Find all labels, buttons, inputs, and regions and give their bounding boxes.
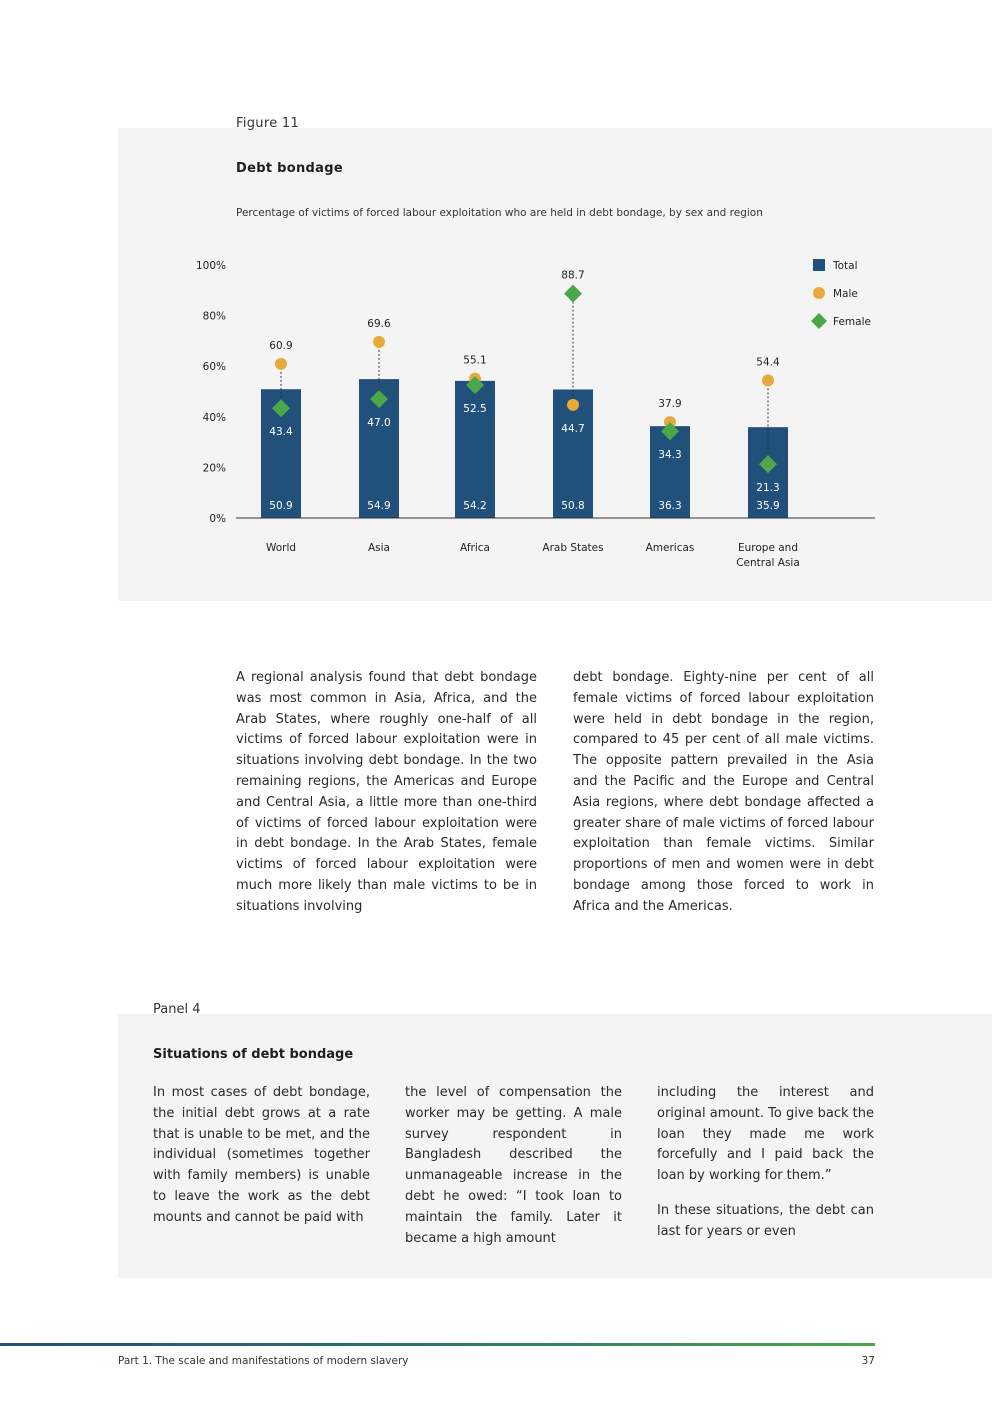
panel-text-column-1: In most cases of debt bondage, the initi… — [153, 1083, 370, 1229]
category-label: Central Asia — [736, 557, 800, 569]
page-number: 37 — [861, 1355, 875, 1367]
panel-text-column-2: the level of compensation the worker may… — [405, 1083, 622, 1249]
total-value-label: 54.2 — [463, 500, 486, 512]
legend-male-swatch — [813, 287, 825, 299]
y-tick-label: 20% — [203, 462, 226, 474]
figure-background — [118, 128, 992, 601]
category-label: World — [266, 542, 296, 554]
female-marker — [759, 455, 777, 474]
footer-text: Part 1. The scale and manifestations of … — [118, 1355, 409, 1367]
body-text-column-1: A regional analysis found that debt bond… — [236, 670, 537, 914]
panel-paragraph: In most cases of debt bondage, the initi… — [153, 1085, 370, 1225]
body-text-column-2: debt bondage. Eighty-nine per cent of al… — [573, 670, 874, 914]
panel-paragraph: the level of compensation the worker may… — [405, 1085, 622, 1246]
bar-total — [650, 426, 690, 518]
upper-value-label: 37.9 — [658, 398, 681, 410]
total-value-label: 50.9 — [269, 500, 292, 512]
figure-title: Debt bondage — [236, 161, 343, 176]
total-value-label: 36.3 — [658, 500, 681, 512]
category-label: Europe and — [738, 542, 798, 554]
panel-paragraph: including the interest and original amou… — [657, 1085, 875, 1184]
y-tick-label: 60% — [203, 361, 226, 373]
legend-label: Male — [833, 288, 858, 300]
lower-value-label: 43.4 — [269, 426, 293, 438]
debt-bondage-chart: 0% 20% 40% 60% 80% 100% 50.9 60.9 43.4 World 54.9 6… — [196, 259, 875, 569]
male-marker — [762, 374, 774, 387]
panel-title: Situations of debt bondage — [153, 1047, 354, 1062]
panel-paragraph: In these situations, the debt can last f… — [657, 1202, 874, 1239]
lower-value-label: 52.5 — [463, 403, 486, 415]
panel-background — [118, 1014, 992, 1278]
y-tick-label: 100% — [196, 260, 226, 272]
lower-value-label: 44.7 — [561, 423, 584, 435]
female-marker — [661, 422, 679, 441]
female-marker — [272, 399, 290, 418]
male-marker — [664, 416, 676, 429]
legend-label: Female — [833, 316, 871, 328]
category-label: Asia — [368, 542, 390, 554]
panel-text-column-3: including the interest and original amou… — [657, 1083, 874, 1243]
total-value-label: 50.8 — [561, 500, 584, 512]
category-label: Africa — [460, 542, 490, 554]
upper-value-label: 55.1 — [463, 355, 486, 367]
upper-value-label: 88.7 — [561, 270, 584, 282]
female-marker — [370, 390, 388, 409]
legend-female-swatch — [811, 313, 827, 329]
figure-label: Figure 11 — [236, 116, 300, 131]
male-marker — [567, 398, 579, 411]
y-tick-label: 80% — [203, 311, 226, 323]
male-marker — [275, 357, 287, 370]
female-marker — [564, 284, 582, 303]
lower-value-label: 21.3 — [756, 482, 779, 494]
total-value-label: 54.9 — [367, 500, 390, 512]
total-value-label: 35.9 — [756, 500, 779, 512]
lower-value-label: 34.3 — [658, 449, 681, 461]
bar-total — [455, 380, 495, 518]
upper-value-label: 60.9 — [269, 340, 292, 352]
panel-label: Panel 4 — [153, 1002, 201, 1017]
male-marker — [373, 335, 385, 348]
lower-value-label: 47.0 — [367, 417, 390, 429]
category-label: Americas — [646, 542, 695, 554]
y-tick-label: 40% — [203, 412, 226, 424]
footer-rule — [0, 1343, 875, 1346]
female-marker — [466, 376, 484, 395]
figure-subtitle: Percentage of victims of forced labour e… — [236, 207, 763, 219]
y-tick-label: 0% — [209, 513, 226, 525]
upper-value-label: 54.4 — [756, 356, 780, 368]
legend-label: Total — [832, 260, 858, 272]
upper-value-label: 69.6 — [367, 318, 391, 330]
legend-total-swatch — [813, 259, 825, 271]
category-label: Arab States — [542, 542, 603, 554]
